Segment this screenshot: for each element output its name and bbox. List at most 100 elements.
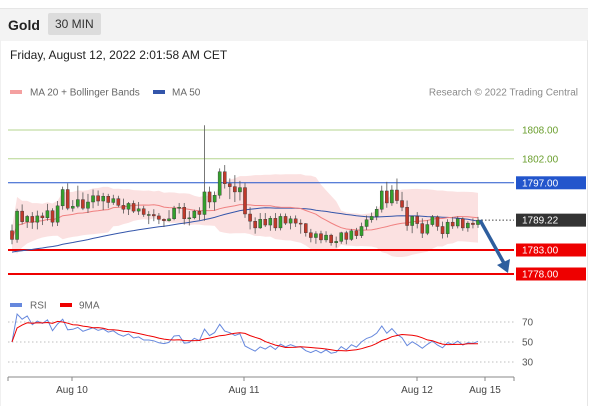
candle [329,233,333,246]
candle [197,207,202,221]
price-labels: 1808.00 1802.00 1797.00 1789.22 1783.00 … [516,126,586,281]
candle [430,214,435,227]
candle [60,186,65,210]
candle [76,185,80,209]
candle-body [379,190,384,210]
projection-arrow-shaft [478,219,507,266]
legend-credit: Research © 2022 Trading Central [429,88,578,99]
candle-body [314,233,318,238]
candle [233,175,237,202]
candle [71,200,75,212]
last-price-box [516,213,586,227]
candle [420,218,425,238]
candle [369,212,374,223]
resistance-label-1808: 1808.00 [522,126,559,137]
candle [425,220,430,236]
candle-body [410,216,414,226]
candle [390,185,394,206]
rsi-tick-30: 30 [522,358,534,369]
candle-body [309,232,313,238]
candle [309,228,313,243]
candle [207,186,212,209]
candle-body [162,219,166,221]
candle [385,181,389,208]
support-label-1778: 1778.00 [522,270,559,281]
candle-body [111,198,116,203]
candle [212,191,217,211]
candle-body [96,195,100,202]
candle [40,212,45,226]
candle [435,215,440,231]
candle [344,230,349,245]
rsi-legend-label: RSI [30,301,47,312]
candle-body [400,200,404,208]
candle-body [146,214,151,216]
candle-body [10,230,14,240]
legend-ma50-swatch [153,90,165,94]
candle [324,231,328,243]
candle-body [55,205,60,223]
candle [121,198,126,214]
candle [395,178,399,204]
candle [30,212,35,229]
candle-body [187,217,192,220]
candle-body [364,219,369,227]
candle-body [435,216,440,227]
candle-body [339,232,344,242]
candle [379,185,384,213]
candle [111,194,116,205]
candle [202,125,207,221]
timeframe-badge[interactable]: 30 MIN [48,13,101,35]
rsi-legend: RSI 9MA [10,301,100,312]
candle-body [405,207,409,226]
candle-body [329,234,333,243]
candle-body [288,218,293,224]
candle-body [395,189,399,201]
candle [466,221,470,232]
candle [243,182,247,218]
candle-body [65,189,70,209]
candle [450,216,455,229]
candle-body [248,213,252,222]
candle [455,216,460,229]
candle-body [60,189,65,207]
rsi-ma-line [11,320,478,352]
candle [364,215,369,230]
candle [471,218,475,229]
candle-body [283,216,288,224]
candle-body [172,208,176,220]
candle-body [304,223,308,233]
candle [319,230,323,244]
legend: MA 20 + Bollinger Bands MA 50 Research ©… [10,88,578,99]
candle [288,215,293,230]
candle [136,202,141,215]
candle-body [76,199,80,207]
pivot-label-box [516,176,586,190]
pivot-label: 1797.00 [522,178,559,189]
projection-arrow-head [497,259,510,273]
candle-body [455,218,460,227]
candle-body [385,190,389,204]
candle-body [45,210,50,219]
candle [20,204,24,225]
candle-body [217,171,222,196]
candle-body [121,205,126,210]
candle-body [390,189,394,204]
rsi-line [11,312,479,354]
candle-body [116,198,121,206]
candle-body [20,210,24,222]
candle-body [445,221,450,234]
candle [349,228,354,241]
candle-body [192,210,197,219]
candle [410,215,414,234]
legend-ma50-label: MA 50 [172,88,201,99]
candle-body [50,210,55,223]
candle [217,168,222,199]
rsi-tick-50: 50 [522,338,534,349]
candle-body [471,222,475,225]
candle-body [278,216,283,229]
candle [192,209,197,220]
candle [273,213,278,231]
candle-body [131,203,136,212]
